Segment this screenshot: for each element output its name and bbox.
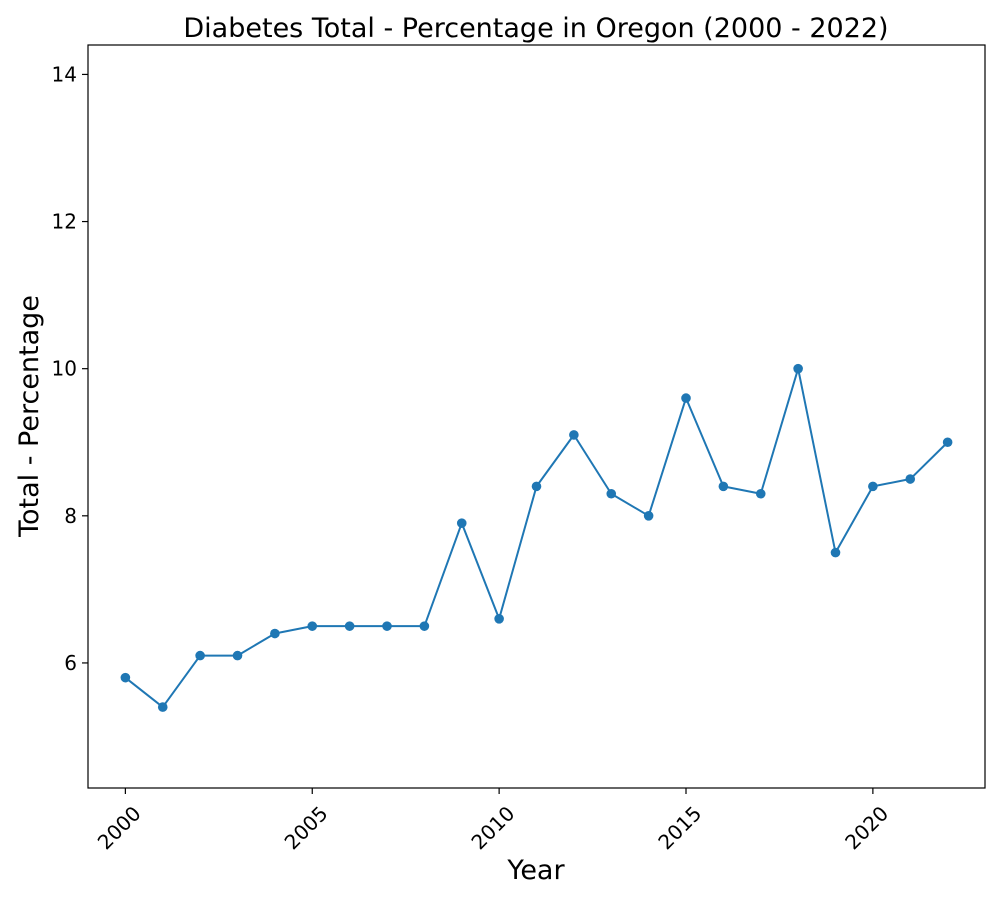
x-axis: 2000 2005 2010 2015 2020 bbox=[93, 788, 893, 854]
series-line bbox=[124, 367, 949, 709]
y-tick-label: 6 bbox=[64, 651, 77, 675]
data-point bbox=[456, 518, 467, 528]
x-tick-label: 2010 bbox=[466, 801, 519, 854]
data-point bbox=[157, 702, 168, 712]
x-axis-label: Year bbox=[506, 855, 565, 886]
x-tick-label: 2015 bbox=[653, 801, 706, 854]
chart-title: Diabetes Total - Percentage in Oregon (2… bbox=[183, 13, 888, 44]
data-point bbox=[232, 650, 243, 661]
data-point bbox=[643, 511, 654, 521]
data-point bbox=[419, 621, 430, 631]
data-point bbox=[942, 437, 953, 448]
data-point bbox=[868, 481, 878, 492]
y-tick-label: 10 bbox=[52, 357, 77, 381]
data-point bbox=[382, 621, 392, 631]
series-layer bbox=[120, 363, 953, 712]
y-tick-label: 14 bbox=[52, 62, 77, 86]
data-point bbox=[755, 488, 766, 499]
y-tick-label: 12 bbox=[52, 210, 77, 234]
data-point bbox=[606, 488, 617, 499]
data-point bbox=[718, 481, 729, 492]
data-point bbox=[494, 614, 504, 624]
data-point bbox=[569, 430, 579, 440]
plot-area bbox=[87, 44, 986, 789]
data-point bbox=[531, 481, 542, 492]
data-point bbox=[793, 363, 803, 374]
data-point bbox=[905, 474, 916, 484]
y-axis-label: Total - Percentage bbox=[14, 295, 45, 538]
data-point bbox=[830, 547, 841, 558]
data-point bbox=[195, 650, 205, 661]
data-point bbox=[270, 628, 280, 639]
x-tick-label: 2000 bbox=[93, 801, 146, 854]
x-tick-label: 2020 bbox=[840, 801, 893, 854]
data-point bbox=[344, 621, 355, 631]
x-tick-label: 2005 bbox=[280, 801, 333, 854]
y-axis: 6 8 10 12 14 bbox=[52, 62, 88, 675]
y-tick-label: 8 bbox=[64, 504, 77, 528]
data-point bbox=[307, 621, 318, 631]
data-point bbox=[681, 393, 691, 403]
data-point bbox=[120, 672, 131, 683]
